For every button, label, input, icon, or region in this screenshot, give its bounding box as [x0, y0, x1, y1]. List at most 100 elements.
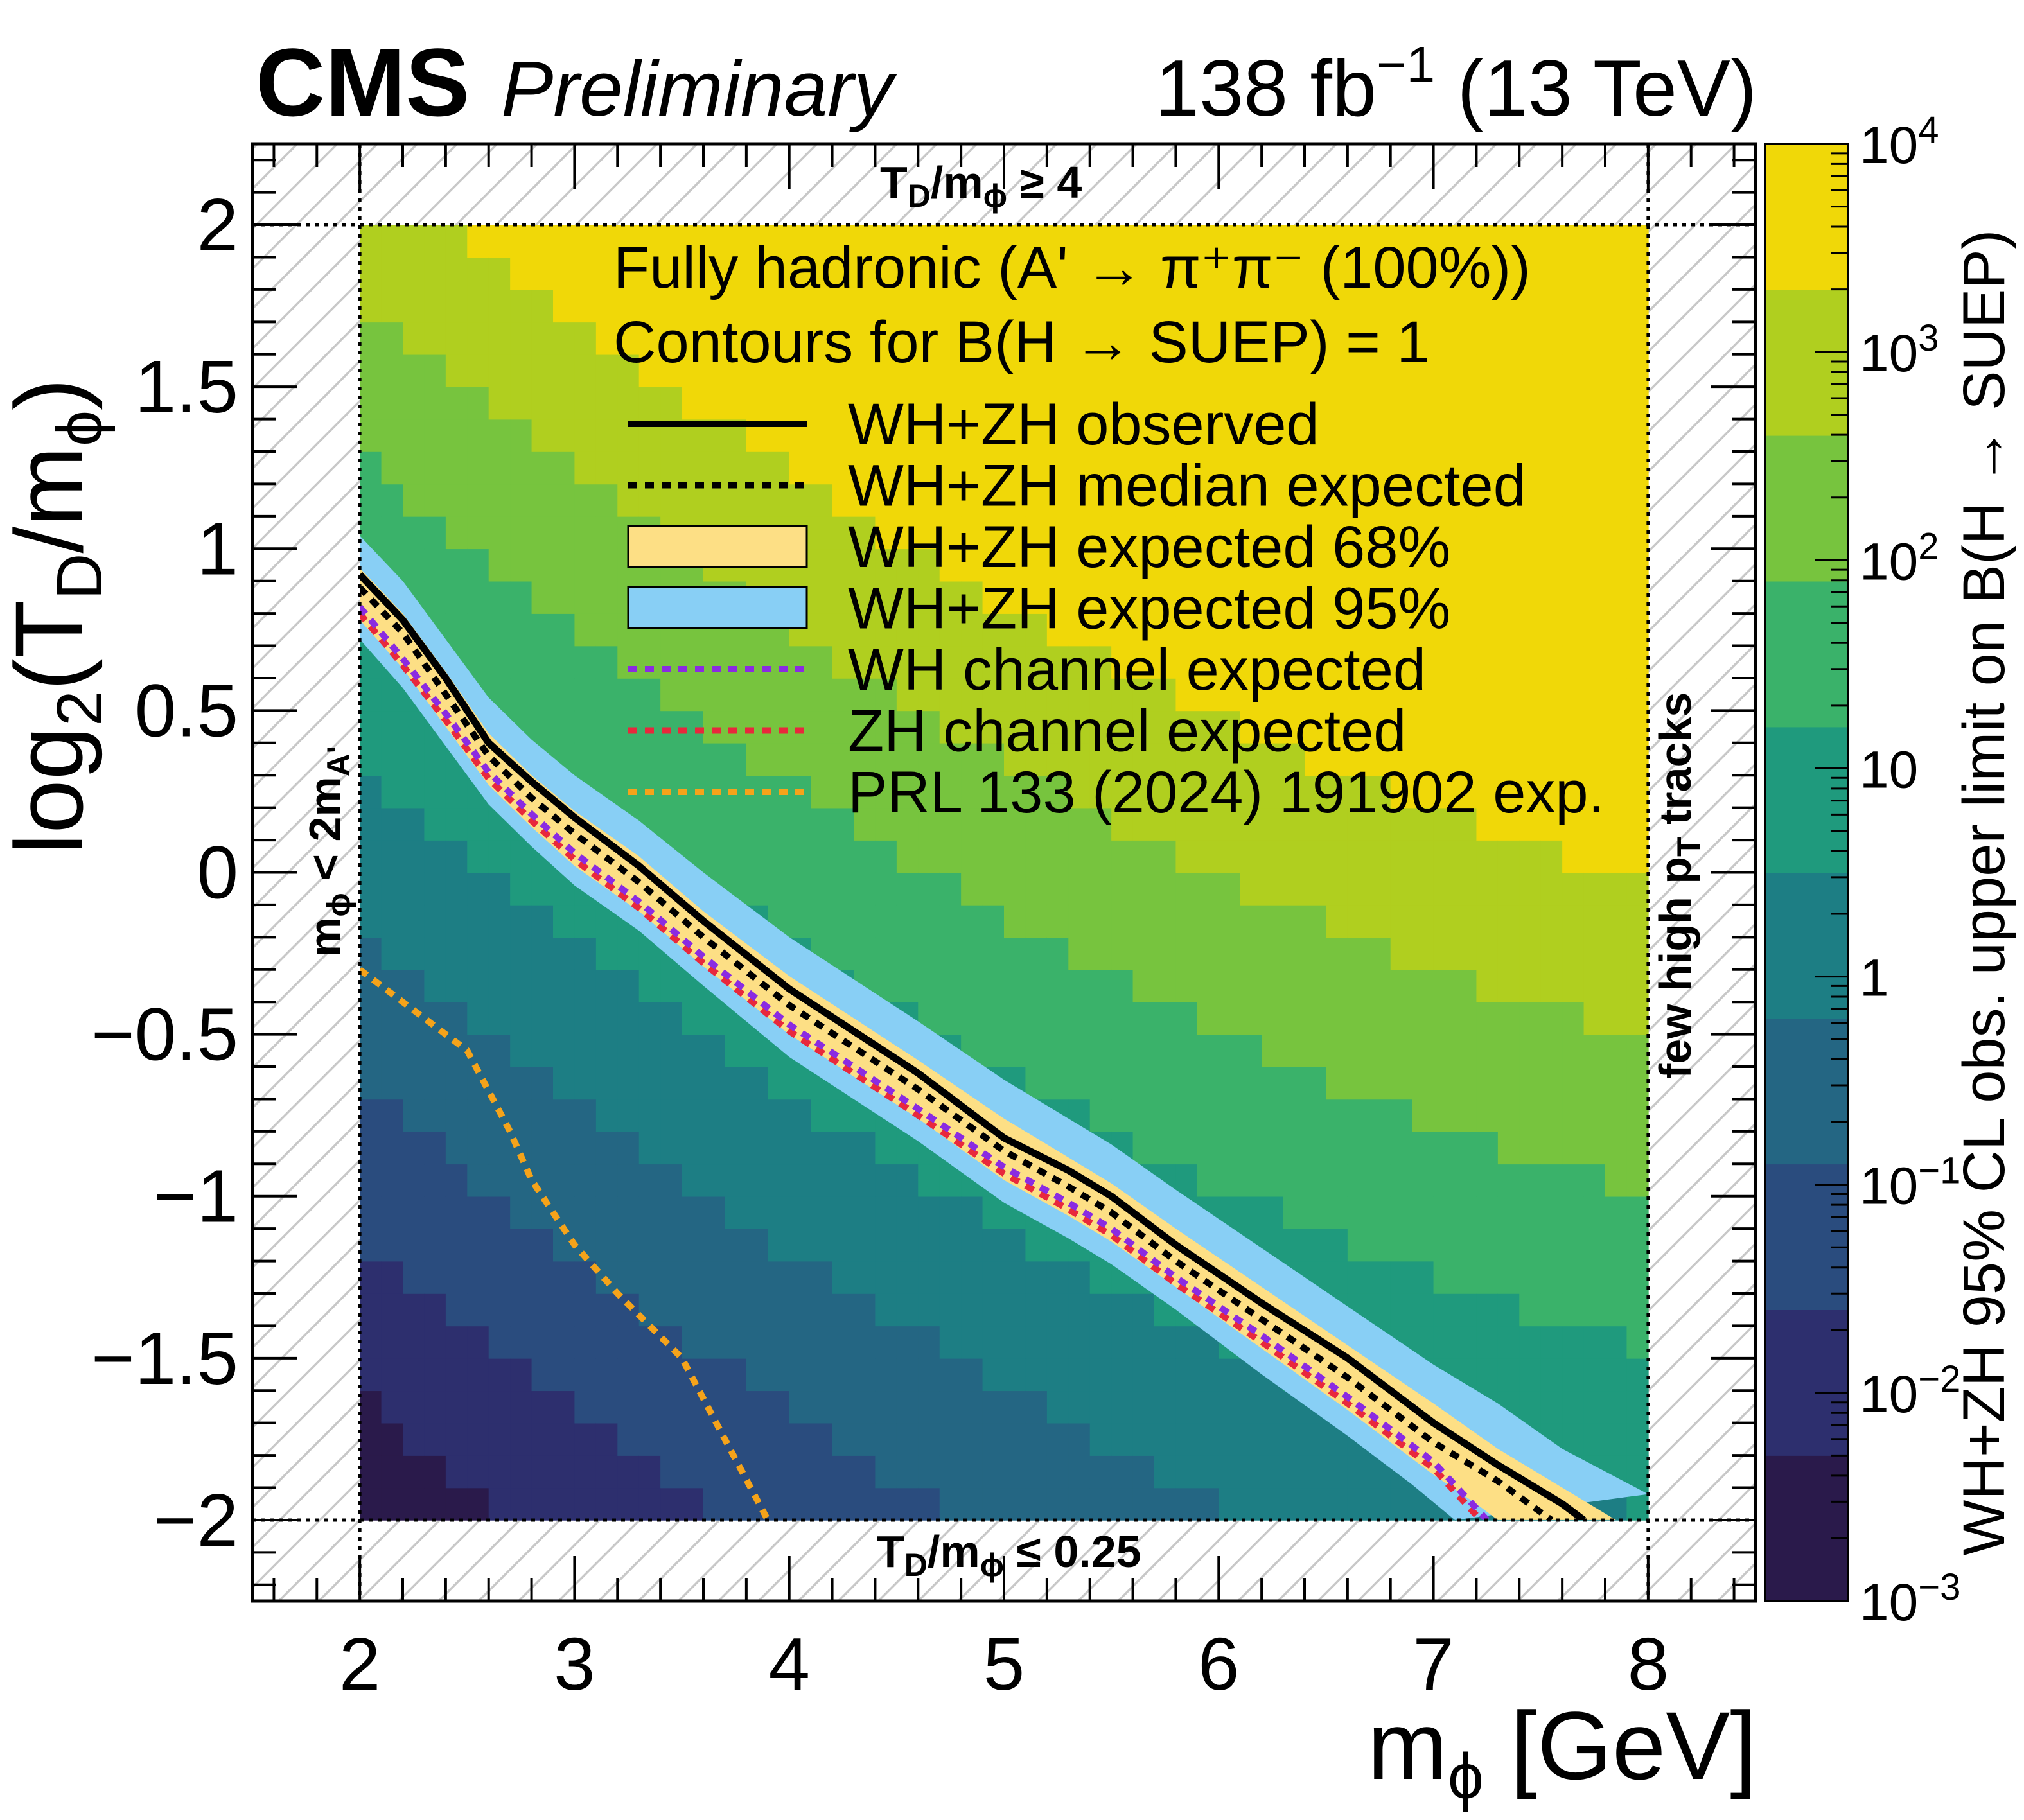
heatmap-cell	[424, 1326, 446, 1359]
heatmap-cell	[1219, 937, 1241, 970]
heatmap-cell	[1175, 548, 1198, 582]
heatmap-cell	[424, 969, 446, 1002]
heatmap-cell	[1025, 1487, 1048, 1521]
heatmap-cell	[746, 354, 769, 387]
heatmap-cell	[531, 1326, 554, 1359]
heatmap-cell	[660, 1293, 683, 1327]
heatmap-cell	[617, 710, 640, 744]
heatmap-cell	[789, 1131, 811, 1165]
heatmap-cell	[1519, 872, 1542, 906]
heatmap-cell	[875, 581, 897, 614]
heatmap-cell	[682, 289, 704, 323]
heatmap-cell	[403, 1293, 425, 1327]
heatmap-cell	[617, 1422, 640, 1456]
heatmap-cell	[1433, 840, 1456, 873]
heatmap-cell	[553, 645, 576, 679]
heatmap-cell	[660, 1164, 683, 1197]
heatmap-cell	[1197, 354, 1220, 387]
heatmap-cell	[832, 645, 854, 679]
heatmap-cell	[510, 322, 532, 355]
heatmap-cell	[746, 451, 769, 485]
heatmap-cell	[811, 613, 833, 647]
heatmap-cell	[1519, 451, 1542, 485]
heatmap-cell	[896, 484, 919, 517]
heatmap-cell	[832, 1487, 854, 1521]
heatmap-cell	[1369, 969, 1391, 1002]
heatmap-cell	[1540, 1099, 1563, 1132]
heatmap-cell	[1025, 322, 1048, 355]
heatmap-cell	[1433, 419, 1456, 452]
heatmap-cell	[1433, 387, 1456, 420]
heatmap-cell	[445, 419, 468, 452]
heatmap-cell	[381, 775, 403, 809]
heatmap-cell	[1089, 484, 1112, 517]
heatmap-cell	[1175, 1099, 1198, 1132]
heatmap-cell	[1262, 484, 1284, 517]
heatmap-cell	[811, 710, 833, 744]
heatmap-cell	[896, 354, 919, 387]
heatmap-cell	[1219, 840, 1241, 873]
heatmap-cell	[424, 1067, 446, 1100]
heatmap-cell	[617, 645, 640, 679]
heatmap-cell	[746, 1099, 769, 1132]
heatmap-cell	[1433, 1164, 1456, 1197]
colorbar-segment	[1765, 1018, 1848, 1165]
heatmap-cell	[1089, 289, 1112, 323]
heatmap-cell	[1283, 225, 1305, 258]
heatmap-cell	[1025, 289, 1048, 323]
heatmap-cell	[854, 548, 876, 582]
heatmap-cell	[467, 1099, 489, 1132]
heatmap-cell	[1004, 840, 1026, 873]
heatmap-cell	[1347, 289, 1370, 323]
heatmap-cell	[1154, 1390, 1177, 1424]
heatmap-cell	[360, 1422, 382, 1456]
heatmap-cell	[1476, 451, 1499, 485]
heatmap-cell	[638, 1034, 661, 1067]
heatmap-cell	[1433, 354, 1456, 387]
heatmap-cell	[854, 1455, 876, 1489]
heatmap-cell	[1562, 807, 1585, 841]
heatmap-cell	[403, 1002, 425, 1035]
heatmap-cell	[811, 1422, 833, 1456]
heatmap-cell	[811, 1358, 833, 1392]
heatmap-cell	[1369, 322, 1391, 355]
heatmap-cell	[875, 451, 897, 485]
heatmap-cell	[1540, 742, 1563, 776]
heatmap-cell	[982, 872, 1005, 906]
heatmap-cell	[1626, 840, 1649, 873]
heatmap-cell	[1347, 516, 1370, 550]
heatmap-cell	[531, 1131, 554, 1165]
heatmap-cell	[1412, 645, 1434, 679]
heatmap-cell	[1433, 1002, 1456, 1035]
heatmap-cell	[832, 387, 854, 420]
heatmap-cell	[918, 1261, 940, 1294]
heatmap-cell	[875, 872, 897, 906]
heatmap-cell	[638, 257, 661, 290]
heatmap-cell	[1219, 1164, 1241, 1197]
heatmap-cell	[1519, 1390, 1542, 1424]
heatmap-cell	[1240, 742, 1262, 776]
heatmap-cell	[918, 1229, 940, 1262]
heatmap-cell	[1455, 742, 1477, 776]
heatmap-cell	[1390, 1487, 1412, 1521]
heatmap-cell	[1111, 387, 1134, 420]
heatmap-cell	[595, 581, 619, 614]
heatmap-cell	[574, 645, 597, 679]
heatmap-cell	[1562, 1422, 1585, 1456]
heatmap-cell	[939, 387, 962, 420]
heatmap-cell	[1219, 387, 1241, 420]
heatmap-cell	[1583, 904, 1606, 938]
heatmap-cell	[1540, 1196, 1563, 1229]
heatmap-cell	[1219, 354, 1241, 387]
heatmap-cell	[875, 678, 897, 712]
heatmap-cell	[445, 872, 468, 906]
heatmap-cell	[1262, 289, 1284, 323]
heatmap-cell	[638, 1390, 661, 1424]
heatmap-cell	[1626, 1455, 1649, 1489]
heatmap-cell	[1540, 645, 1563, 679]
heatmap-cell	[1240, 322, 1262, 355]
heatmap-cell	[1540, 516, 1563, 550]
heatmap-cell	[617, 742, 640, 776]
heatmap-cell	[510, 1034, 532, 1067]
heatmap-cell	[1240, 1131, 1262, 1165]
